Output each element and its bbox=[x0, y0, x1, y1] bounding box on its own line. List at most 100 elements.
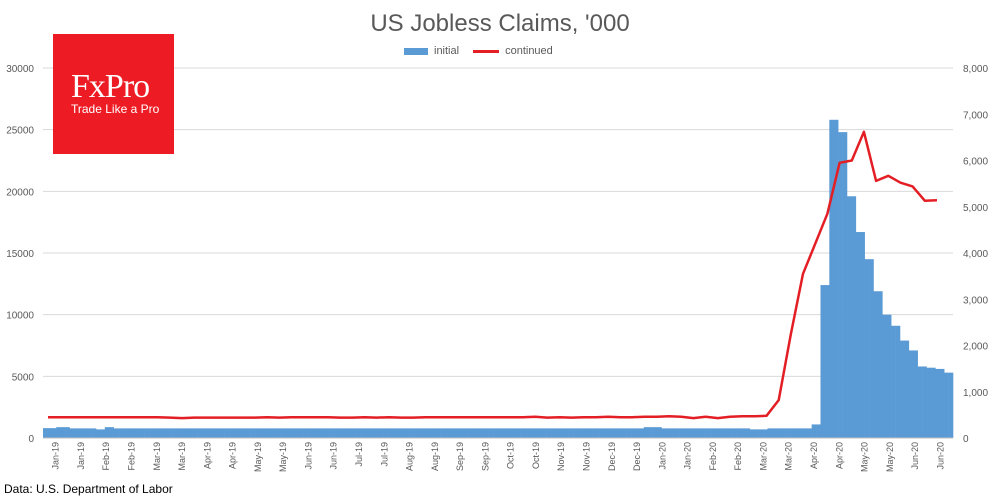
x-tick-label: Jan-19 bbox=[76, 442, 86, 470]
bar-initial bbox=[316, 428, 322, 438]
bar-initial bbox=[272, 428, 278, 438]
bar-initial bbox=[144, 428, 150, 438]
bar-initial bbox=[383, 428, 388, 438]
x-tick-label: Feb-20 bbox=[708, 442, 718, 471]
bar-initial bbox=[414, 428, 419, 438]
x-tick-label: Jan-20 bbox=[657, 442, 667, 470]
bar-initial bbox=[705, 428, 711, 438]
y-right-tick-label: 1,000 bbox=[963, 388, 988, 399]
bar-initial bbox=[431, 428, 437, 438]
bar-initial bbox=[325, 428, 331, 438]
legend: initial continued bbox=[404, 45, 567, 57]
x-tick-label: Mar-19 bbox=[177, 442, 187, 471]
bar-initial bbox=[546, 428, 552, 438]
y-right-tick-label: 5,000 bbox=[963, 203, 988, 214]
bar-initial bbox=[533, 428, 539, 438]
bar-initial bbox=[864, 259, 870, 438]
bar-initial bbox=[922, 366, 927, 438]
bar-initial bbox=[436, 428, 441, 438]
bar-initial bbox=[833, 119, 839, 439]
x-tick-label: May-19 bbox=[253, 442, 263, 472]
bar-initial bbox=[886, 314, 892, 438]
bar-initial bbox=[480, 428, 486, 438]
logo-text: FxPro bbox=[71, 68, 150, 105]
bar-initial bbox=[648, 427, 653, 438]
bar-initial bbox=[745, 428, 751, 438]
bar-initial bbox=[338, 428, 344, 438]
bar-initial bbox=[542, 428, 547, 438]
x-tick-label: Aug-19 bbox=[430, 442, 440, 471]
bar-initial bbox=[175, 428, 181, 438]
bar-initial bbox=[118, 428, 123, 438]
legend-continued-swatch bbox=[473, 49, 500, 53]
bar-initial bbox=[467, 428, 472, 438]
bar-initial bbox=[246, 428, 251, 438]
bar-initial bbox=[100, 429, 106, 438]
bar-initial bbox=[564, 428, 569, 438]
bar-initial bbox=[829, 119, 835, 439]
bar-initial bbox=[43, 428, 48, 438]
bar-initial bbox=[926, 367, 932, 438]
x-tick-label: Mar-20 bbox=[784, 442, 794, 471]
bar-initial bbox=[299, 428, 304, 438]
bar-initial bbox=[617, 428, 622, 438]
bar-initial bbox=[498, 428, 503, 438]
bar-initial bbox=[149, 428, 154, 438]
bar-initial bbox=[701, 428, 706, 438]
bar-initial bbox=[948, 372, 954, 438]
bar-initial bbox=[60, 427, 66, 438]
bar-initial bbox=[197, 428, 203, 438]
bar-initial bbox=[749, 429, 755, 438]
bar-initial bbox=[502, 428, 508, 438]
bar-initial bbox=[188, 428, 194, 438]
y-left-tick-label: 5000 bbox=[12, 372, 35, 383]
legend-item-continued: continued bbox=[473, 45, 553, 57]
x-tick-label: Jan-20 bbox=[683, 442, 693, 470]
y-left-tick-label: 0 bbox=[28, 434, 34, 445]
x-tick-label: Sep-19 bbox=[455, 442, 465, 471]
bar-initial bbox=[330, 428, 335, 438]
bar-initial bbox=[462, 428, 468, 438]
x-tick-label: Dec-19 bbox=[632, 442, 642, 471]
bar-initial bbox=[312, 428, 318, 438]
bar-initial bbox=[860, 232, 865, 438]
bar-initial bbox=[369, 428, 375, 438]
y-right-tick-label: 8,000 bbox=[963, 64, 988, 75]
bar-initial bbox=[639, 428, 645, 438]
bar-initial bbox=[73, 428, 79, 438]
x-tick-label: Jun-19 bbox=[303, 442, 313, 470]
y-left-tick-label: 30000 bbox=[6, 64, 34, 75]
bar-initial bbox=[343, 428, 349, 438]
bar-initial bbox=[626, 428, 631, 438]
x-tick-label: Nov-19 bbox=[556, 442, 566, 471]
bar-initial bbox=[913, 350, 918, 438]
bar-initial bbox=[807, 428, 812, 438]
bar-initial bbox=[930, 367, 936, 438]
bar-initial bbox=[255, 428, 260, 438]
bar-initial bbox=[630, 428, 636, 438]
chart-title: US Jobless Claims, '000 bbox=[370, 10, 630, 37]
bar-initial bbox=[374, 428, 380, 438]
bar-initial bbox=[422, 428, 428, 438]
bar-initial bbox=[135, 428, 141, 438]
bar-initial bbox=[126, 428, 132, 438]
y-right-tick-label: 7,000 bbox=[963, 110, 988, 121]
bar-initial bbox=[520, 428, 525, 438]
bar-initial bbox=[838, 132, 843, 438]
bar-initial bbox=[665, 428, 671, 438]
bar-initial bbox=[657, 427, 662, 438]
bar-initial bbox=[869, 259, 874, 438]
bar-initial bbox=[113, 428, 119, 438]
bar-initial bbox=[908, 350, 914, 438]
bar-initial bbox=[162, 428, 167, 438]
bar-initial bbox=[855, 232, 861, 438]
line-continued bbox=[48, 130, 938, 420]
bar-initial bbox=[568, 428, 574, 438]
bar-initial bbox=[604, 428, 609, 438]
bar-initial bbox=[78, 428, 84, 438]
bar-initial bbox=[224, 428, 229, 438]
bar-initial bbox=[882, 314, 888, 438]
y-right-tick-label: 3,000 bbox=[963, 295, 988, 306]
bar-initial bbox=[771, 428, 777, 438]
x-tick-label: Sep-19 bbox=[480, 442, 490, 471]
